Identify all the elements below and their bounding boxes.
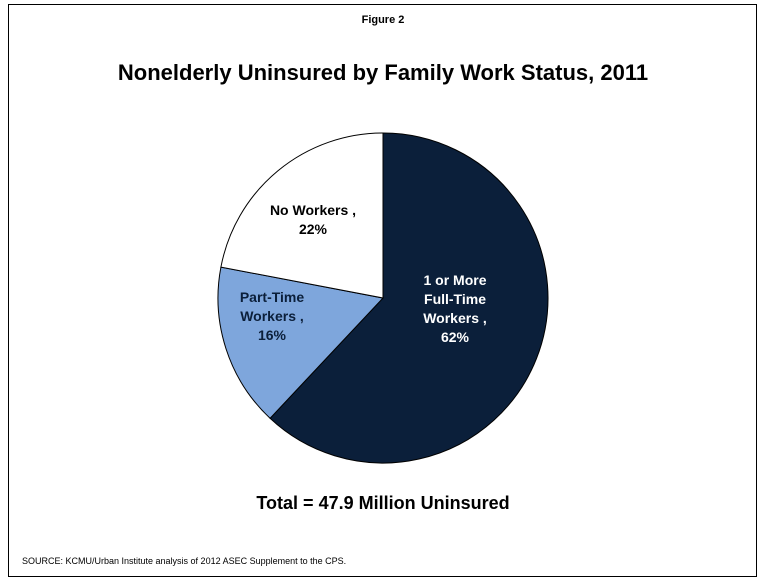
total-uninsured: Total = 47.9 Million Uninsured: [256, 493, 510, 513]
pie-slice-part-time-workers: [217, 266, 384, 419]
slice-label-line: Workers ,: [240, 308, 304, 324]
slice-label-line: 16%: [258, 327, 287, 343]
slice-label-line: Full-Time: [424, 291, 486, 307]
slice-label-line: No Workers ,: [270, 202, 356, 218]
slice-label-line: Workers ,: [423, 310, 487, 326]
pie-slice-1-or-more-full-time-workers: [269, 132, 549, 464]
slice-label-no-workers: No Workers , 22%: [270, 202, 356, 237]
slice-label-line: Part-Time: [240, 289, 305, 305]
slice-label-line: 1 or More: [423, 272, 486, 288]
slice-label-1-or-more-full-time-workers: 1 or More Full-Time Workers , 62%: [423, 272, 487, 345]
slice-label-line: 22%: [299, 221, 328, 237]
chart-title: Nonelderly Uninsured by Family Work Stat…: [117, 60, 649, 85]
source-note: SOURCE: KCMU/Urban Institute analysis of…: [22, 556, 347, 566]
slice-label-line: 62%: [441, 329, 470, 345]
figure-label: Figure 2: [361, 14, 405, 26]
slice-label-part-time-workers: Part-Time Workers , 16%: [240, 289, 305, 343]
pie-slice-no-workers: [220, 132, 384, 299]
